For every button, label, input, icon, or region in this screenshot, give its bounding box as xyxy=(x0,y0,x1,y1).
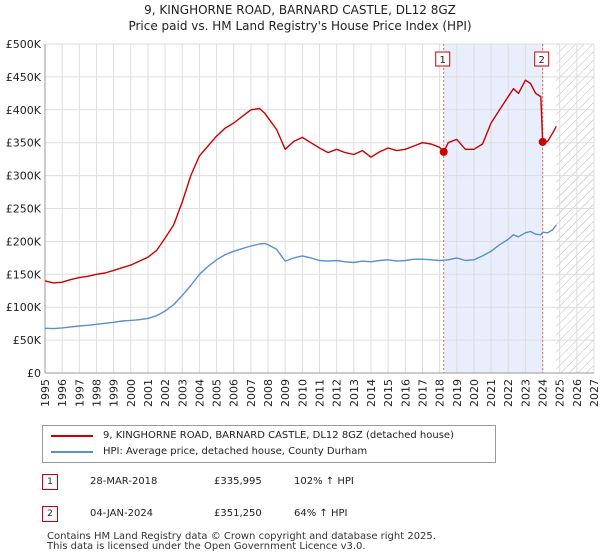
x-tick-label: 2016 xyxy=(399,379,412,407)
legend: 9, KINGHORNE ROAD, BARNARD CASTLE, DL12 … xyxy=(42,425,496,463)
x-tick-label: 2011 xyxy=(314,379,327,407)
x-tick-label: 2021 xyxy=(485,379,498,407)
sale-date: 28-MAR-2018 xyxy=(90,476,158,487)
x-tick-label: 2003 xyxy=(176,379,189,407)
x-tick-label: 2019 xyxy=(451,379,464,407)
x-tick-label: 2010 xyxy=(296,379,309,407)
sale-label-box xyxy=(534,51,550,67)
x-tick-label: 2009 xyxy=(279,379,292,407)
x-tick-label: 2026 xyxy=(571,379,584,407)
x-tick-label: 2023 xyxy=(519,379,532,407)
y-tick-label: £300K xyxy=(6,170,42,183)
x-tick-label: 2014 xyxy=(365,379,378,407)
legend-label-hpi: HPI: Average price, detached house, Coun… xyxy=(103,446,368,457)
footer-line-2: This data is licensed under the Open Gov… xyxy=(47,541,366,552)
y-tick-label: £100K xyxy=(6,301,42,314)
x-tick-label: 2002 xyxy=(159,379,172,407)
x-tick-label: 2005 xyxy=(211,379,224,407)
sale-marker-badge: 2 xyxy=(42,506,58,522)
x-tick-label: 2012 xyxy=(331,379,344,407)
sale-date: 04-JAN-2024 xyxy=(90,508,154,519)
x-tick-label: 2020 xyxy=(468,379,481,407)
y-tick-label: £250K xyxy=(6,203,42,216)
footer-attribution: Contains HM Land Registry data © Crown c… xyxy=(47,532,436,552)
x-tick-label: 2013 xyxy=(348,379,361,407)
sale-point xyxy=(439,147,448,156)
y-tick-label: £0 xyxy=(27,367,41,380)
sale-price: £351,250 xyxy=(214,508,262,519)
sale-row: 2 04-JAN-2024 £351,250 64% ↑ HPI xyxy=(42,506,462,524)
chart-title: 9, KINGHORNE ROAD, BARNARD CASTLE, DL12 … xyxy=(144,3,456,17)
legend-swatch-hpi xyxy=(51,451,93,453)
x-tick-label: 2017 xyxy=(416,379,429,407)
x-tick-label: 1995 xyxy=(39,379,52,407)
x-tick-label: 2000 xyxy=(125,379,138,407)
sale-row: 1 28-MAR-2018 £335,995 102% ↑ HPI xyxy=(42,474,462,492)
x-tick-label: 1999 xyxy=(108,379,121,407)
y-tick-label: £500K xyxy=(6,38,42,51)
chart-subtitle: Price paid vs. HM Land Registry's House … xyxy=(128,19,471,33)
x-tick-label: 2008 xyxy=(262,379,275,407)
x-tick-label: 2027 xyxy=(588,379,600,407)
x-tick-label: 1997 xyxy=(73,379,86,407)
y-tick-label: £50K xyxy=(13,334,42,347)
x-tick-label: 2015 xyxy=(382,379,395,407)
x-tick-label: 2018 xyxy=(434,379,447,407)
x-tick-label: 1996 xyxy=(56,379,69,407)
x-tick-label: 2025 xyxy=(554,379,567,407)
y-tick-label: £350K xyxy=(6,137,42,150)
series-line-hpi xyxy=(44,224,557,330)
footer-line-1: Contains HM Land Registry data © Crown c… xyxy=(47,531,436,542)
y-tick-label: £400K xyxy=(6,104,42,117)
x-tick-label: 2004 xyxy=(193,379,206,407)
x-tick-label: 2001 xyxy=(142,379,155,407)
sale-hpi-change: 64% ↑ HPI xyxy=(294,508,348,519)
y-tick-label: £450K xyxy=(6,71,42,84)
legend-swatch-property xyxy=(51,435,93,437)
x-tick-label: 2006 xyxy=(228,379,241,407)
x-tick-label: 2022 xyxy=(502,379,515,407)
series-line-property xyxy=(44,79,557,284)
sale-label-number: 2 xyxy=(539,55,545,66)
x-tick-label: 1998 xyxy=(90,379,103,407)
sale-label-number: 1 xyxy=(440,55,446,66)
x-tick-label: 2007 xyxy=(245,379,258,407)
y-tick-label: £150K xyxy=(6,268,42,281)
sale-label-box xyxy=(435,51,451,67)
sale-point xyxy=(538,137,547,146)
price-chart: 9, KINGHORNE ROAD, BARNARD CASTLE, DL12 … xyxy=(6,3,600,407)
sale-price: £335,995 xyxy=(214,476,262,487)
sale-hpi-change: 102% ↑ HPI xyxy=(294,476,354,487)
x-tick-label: 2024 xyxy=(537,379,550,407)
sale-marker-badge: 1 xyxy=(42,474,58,490)
y-tick-label: £200K xyxy=(6,235,42,248)
legend-label-property: 9, KINGHORNE ROAD, BARNARD CASTLE, DL12 … xyxy=(103,430,454,441)
